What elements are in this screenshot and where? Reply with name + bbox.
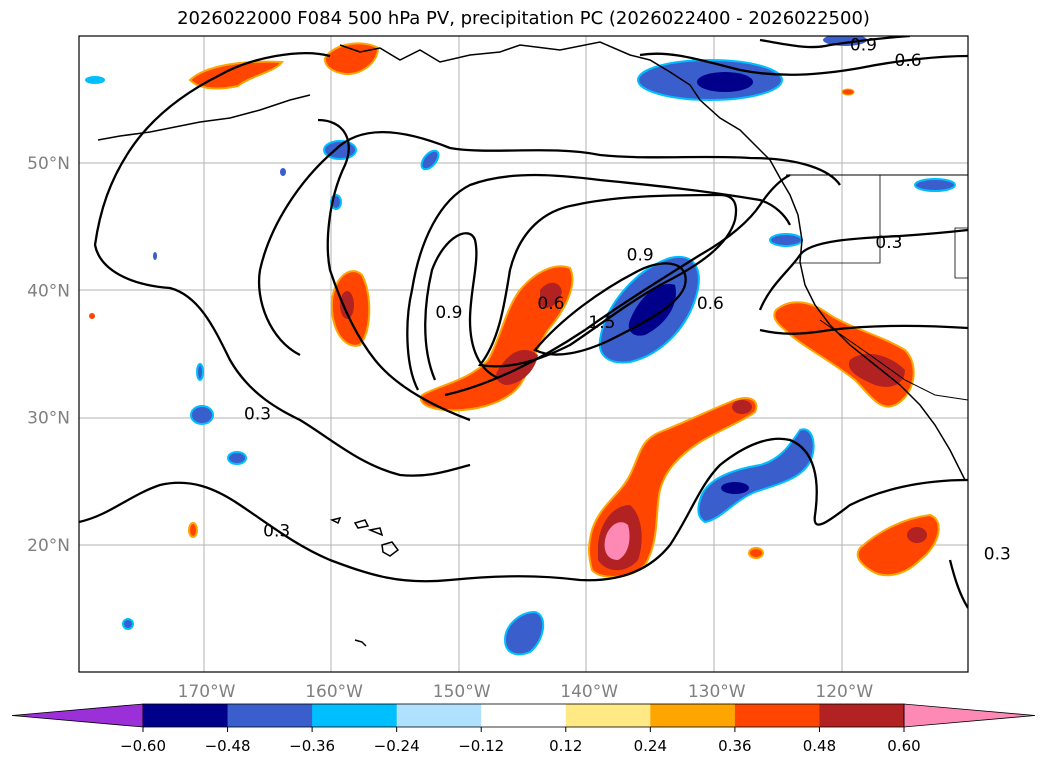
contour-line-0.6	[257, 130, 841, 357]
colorbar-box	[227, 704, 313, 727]
colorbar-tick-label: 0.60	[887, 737, 920, 755]
colorbar-tick-label: −0.48	[205, 737, 251, 755]
colorbar-box	[481, 704, 567, 727]
contour-line-0.3	[79, 437, 968, 583]
contour-label: 0.9	[627, 246, 654, 266]
contour-label: 0.3	[263, 522, 290, 542]
contour-label: 1.5	[588, 313, 615, 333]
contour-labels: 0.9 0.6 0.9 0.6 0.9 0.6 1.5 0.3 0.3 0.3 0.3	[244, 36, 1011, 565]
precip-positive-area	[856, 513, 940, 577]
contour-label: 0.6	[697, 294, 724, 314]
latitude-label: 50°N	[27, 154, 70, 174]
contour-label: 0.9	[850, 36, 877, 56]
colorbar-tick-label: 0.12	[549, 737, 582, 755]
colorbar-tick-label: −0.12	[458, 737, 504, 755]
contour-label: 0.9	[435, 303, 462, 323]
contour-line-1.5	[533, 262, 687, 356]
contour-line-0.9	[477, 193, 738, 368]
colorbar-box	[312, 704, 398, 727]
colorbar	[11, 703, 1036, 728]
chart-title: 2026022000 F084 500 hPa PV, precipitatio…	[177, 8, 870, 29]
longitude-label: 130°W	[688, 682, 746, 702]
latitude-label: 40°N	[27, 281, 70, 301]
colorbar-box	[819, 704, 905, 727]
colorbar-extend-high	[903, 703, 1036, 728]
precip-negative-area	[697, 428, 815, 524]
longitude-label: 120°W	[815, 682, 873, 702]
contour-line-0.3	[948, 559, 968, 609]
contour-label: 0.6	[895, 51, 922, 71]
longitude-label: 160°W	[305, 682, 363, 702]
longitude-labels: 170°W 160°W 150°W 140°W 130°W 120°W	[178, 682, 874, 702]
colorbar-box	[396, 704, 482, 727]
contour-line-0.9	[424, 232, 499, 381]
longitude-label: 170°W	[178, 682, 236, 702]
precip-negative-area	[503, 610, 545, 656]
colorbar-tick-label: 0.36	[718, 737, 751, 755]
contour-line-0.6	[639, 52, 968, 76]
precip-positive-area	[188, 60, 284, 90]
contour-line-0.9	[759, 36, 911, 49]
longitude-label: 150°W	[433, 682, 491, 702]
latitude-label: 20°N	[27, 536, 70, 556]
contour-label: 0.3	[984, 545, 1011, 565]
latitude-labels: 50°N 40°N 30°N 20°N	[27, 154, 70, 556]
colorbar-outline	[142, 703, 905, 728]
colorbar-ticks: −0.60 −0.48 −0.36 −0.24 −0.12 0.12 0.24 0.36 0.4…	[120, 727, 921, 755]
colorbar-box	[565, 704, 651, 727]
longitude-label: 140°W	[560, 682, 618, 702]
precip-positive-area	[420, 265, 574, 412]
hawaii-islands	[329, 516, 400, 647]
colorbar-tick-label: 0.48	[803, 737, 836, 755]
colorbar-box	[734, 704, 820, 727]
contour-line-0.6	[406, 173, 792, 391]
colorbar-tick-label: −0.24	[374, 737, 420, 755]
precip-positive-area	[323, 42, 380, 76]
contour-line-0.3	[758, 228, 968, 311]
colorbar-extend-low	[11, 703, 144, 728]
contour-label: 0.6	[537, 294, 564, 314]
colorbar-tick-label: 0.24	[634, 737, 667, 755]
latitude-label: 30°N	[27, 409, 70, 429]
colorbar-tick-label: −0.36	[289, 737, 335, 755]
colorbar-tick-label: −0.60	[120, 737, 166, 755]
coastlines	[97, 41, 968, 481]
map-frame	[78, 35, 969, 673]
precip-shading	[85, 36, 956, 656]
pv-contours	[79, 36, 968, 609]
contour-line-0.3	[317, 118, 471, 422]
contour-line-0.6	[444, 173, 791, 397]
contour-line-0.3	[93, 52, 471, 477]
contour-label: 0.3	[875, 233, 902, 253]
precip-positive-area	[773, 301, 915, 408]
colorbar-box	[650, 704, 736, 727]
contour-line-0.3	[759, 324, 968, 335]
contour-label: 0.3	[244, 405, 271, 425]
colorbar-box	[143, 704, 229, 727]
